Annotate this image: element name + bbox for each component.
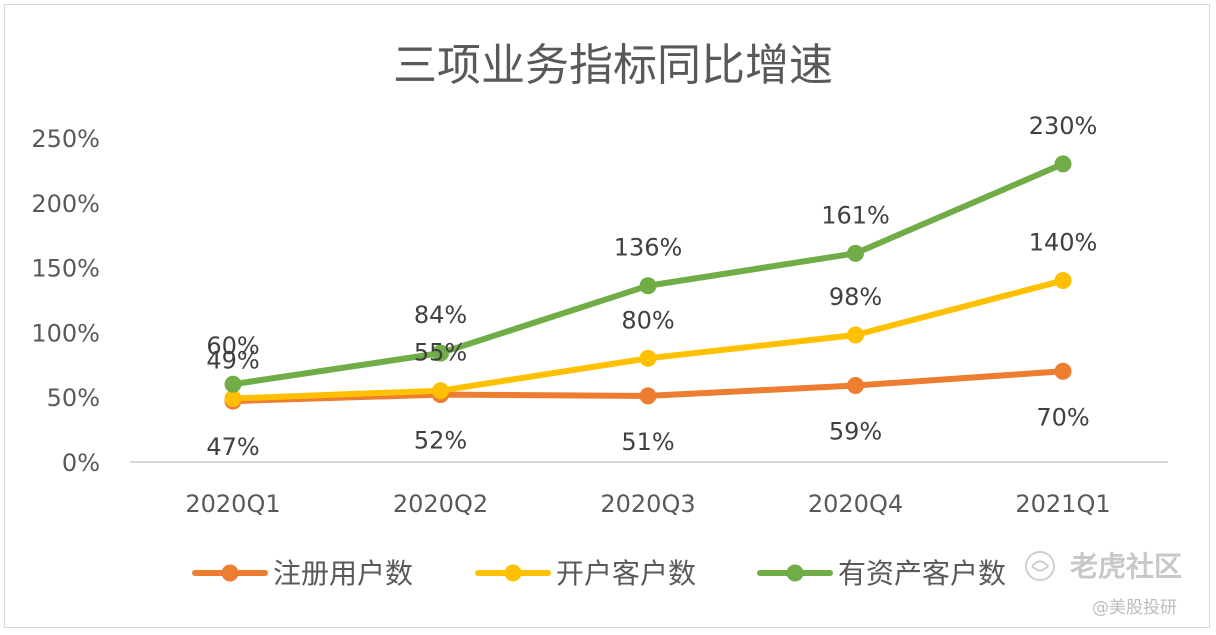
x-tick-label: 2020Q1 [185, 490, 280, 518]
legend[interactable]: 注册用户数 开户客户数 有资产客户数 [192, 557, 1006, 590]
legend-label: 有资产客户数 [838, 557, 1006, 590]
legend-label: 注册用户数 [273, 557, 413, 590]
data-labels: 47% 52% 51% 59% 70% 49% 55% 80% 98% 140% 60% 84% 136… [206, 112, 1097, 461]
y-tick-label: 250% [31, 125, 100, 153]
data-point [847, 377, 864, 395]
data-point [1054, 155, 1072, 173]
x-tick-label: 2020Q3 [600, 490, 695, 518]
data-label: 84% [414, 301, 467, 329]
legend-swatch-marker [504, 564, 522, 582]
x-axis-ticks: 2020Q1 2020Q2 2020Q3 2020Q4 2021Q1 [185, 490, 1110, 518]
chart-title: 三项业务指标同比增速 [393, 40, 833, 91]
x-tick-label: 2020Q4 [808, 490, 903, 518]
data-label: 52% [414, 427, 467, 455]
series-3 [224, 155, 1072, 393]
legend-item-2[interactable]: 开户客户数 [475, 557, 696, 590]
series-1 [224, 362, 1072, 410]
data-point [639, 387, 657, 405]
x-tick-label: 2020Q2 [393, 490, 488, 518]
data-point [1054, 362, 1072, 380]
legend-swatch-marker [786, 564, 804, 582]
data-label: 55% [414, 339, 467, 367]
data-point [847, 326, 864, 344]
tiger-logo-icon [1025, 551, 1055, 581]
data-label: 59% [829, 418, 882, 446]
data-point [432, 344, 449, 362]
y-tick-label: 0% [62, 449, 100, 477]
watermark: 老虎社区 @美股投研 [1025, 550, 1182, 618]
data-label: 70% [1036, 403, 1089, 431]
series-2 [224, 272, 1072, 407]
y-tick-label: 100% [31, 319, 100, 347]
data-label: 47% [206, 433, 259, 461]
legend-item-3[interactable]: 有资产客户数 [757, 557, 1006, 590]
data-label: 60% [206, 332, 259, 360]
y-tick-label: 200% [31, 190, 100, 218]
y-axis-ticks: 0% 50% 100% 150% 200% 250% [31, 125, 100, 477]
data-label: 136% [614, 234, 683, 262]
data-point [224, 389, 242, 407]
x-tick-label: 2021Q1 [1015, 490, 1110, 518]
data-label: 49% [206, 346, 259, 374]
series-layer [224, 155, 1072, 410]
data-point [1054, 272, 1072, 290]
data-point [639, 349, 657, 367]
data-point [847, 244, 864, 262]
legend-item-1[interactable]: 注册用户数 [192, 557, 413, 590]
watermark-brand: 老虎社区 [1070, 550, 1182, 583]
y-tick-label: 150% [31, 255, 100, 283]
data-label: 98% [829, 283, 882, 311]
chart-frame [4, 4, 1210, 628]
data-label: 140% [1029, 229, 1098, 257]
data-point [639, 277, 657, 295]
data-label: 51% [621, 428, 674, 456]
data-label: 161% [821, 201, 890, 229]
y-tick-label: 50% [47, 384, 100, 412]
watermark-handle: @美股投研 [1092, 598, 1177, 618]
legend-swatch-marker [221, 564, 239, 582]
data-label: 80% [621, 306, 674, 334]
legend-label: 开户客户数 [556, 557, 696, 590]
data-point [432, 382, 449, 400]
data-point [224, 375, 242, 393]
data-label: 230% [1029, 112, 1098, 140]
